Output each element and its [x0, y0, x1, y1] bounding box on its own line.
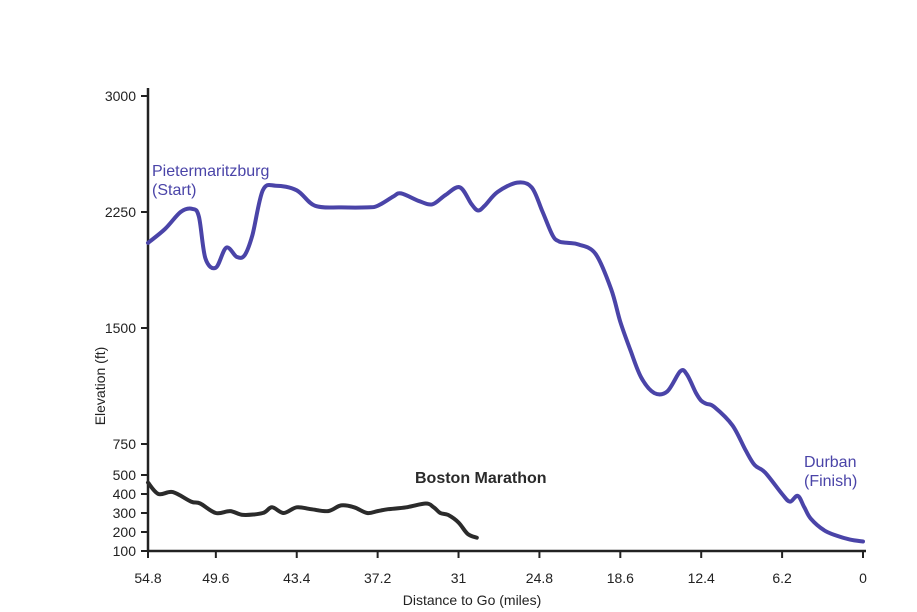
start-annotation: Pietermaritzburg (Start) — [152, 163, 269, 199]
y-tick-label: 200 — [113, 524, 137, 540]
y-tick-label: 100 — [113, 543, 137, 559]
x-tick-label: 18.6 — [607, 570, 634, 586]
y-tick-label: 400 — [113, 486, 137, 502]
x-tick-label: 12.4 — [688, 570, 715, 586]
x-tick-label: 6.2 — [772, 570, 792, 586]
boston-label: Boston Marathon — [415, 470, 547, 487]
boston-annotation: Boston Marathon — [415, 470, 547, 487]
y-tick-label: 1500 — [105, 320, 136, 336]
series-layer — [146, 180, 865, 544]
y-axis-title: Elevation (ft) — [92, 347, 108, 426]
finish-label: Durban — [804, 454, 856, 471]
x-tick-label: 31 — [451, 570, 467, 586]
y-tick-label: 300 — [113, 505, 137, 521]
comrades-elevation-line — [146, 180, 865, 544]
y-tick-label: 3000 — [105, 88, 136, 104]
x-tick-label: 24.8 — [526, 570, 553, 586]
x-tick-label: 49.6 — [202, 570, 229, 586]
finish-sub-label: (Finish) — [804, 473, 857, 490]
x-axis-title: Distance to Go (miles) — [403, 592, 541, 608]
x-tick-label: 54.8 — [134, 570, 161, 586]
start-sub-label: (Start) — [152, 182, 196, 199]
finish-annotation: Durban (Finish) — [804, 454, 857, 490]
start-label: Pietermaritzburg — [152, 163, 269, 180]
y-tick-label: 750 — [113, 436, 137, 452]
boston-elevation-line — [146, 480, 479, 540]
x-tick-label: 37.2 — [364, 570, 391, 586]
y-ticks: 3000 2250 1500 750 500 400 300 200 100 — [105, 88, 148, 559]
x-tick-label: 0 — [859, 570, 867, 586]
y-tick-label: 500 — [113, 467, 137, 483]
y-tick-label: 2250 — [105, 204, 136, 220]
x-ticks: 54.8 49.6 43.4 37.2 31 24.8 18.6 12.4 6.2 0 — [134, 551, 867, 586]
x-tick-label: 43.4 — [283, 570, 310, 586]
